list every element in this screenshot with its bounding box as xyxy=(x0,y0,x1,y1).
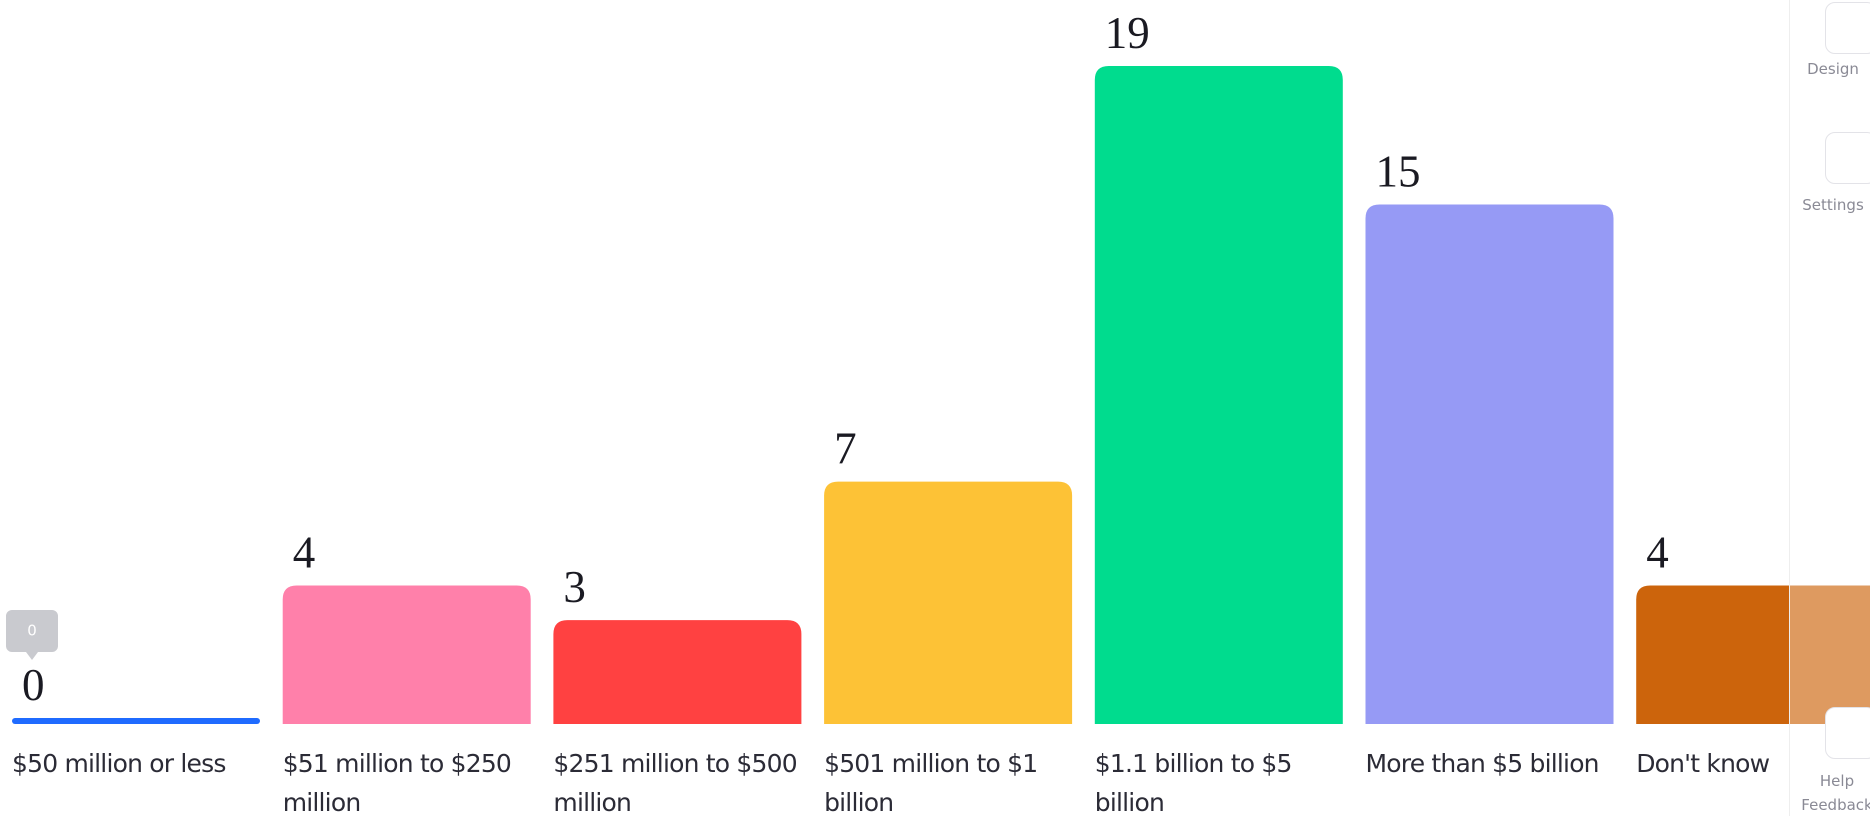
help-button[interactable] xyxy=(1825,707,1870,759)
bar xyxy=(824,481,1073,724)
sidebar-label[interactable]: Feedback xyxy=(1801,796,1870,814)
value-label: 3 xyxy=(563,562,586,612)
bar xyxy=(12,718,260,724)
category-label: $251 million to $500 million xyxy=(553,749,797,817)
sidebar: Design Settings Help Feedback xyxy=(1789,0,1870,816)
value-label: 0 xyxy=(22,660,45,710)
bar xyxy=(282,585,531,724)
category-label: $51 million to $250 million xyxy=(282,749,512,817)
tooltip-label: 0 xyxy=(27,622,37,640)
bar xyxy=(1094,66,1343,724)
value-label: 4 xyxy=(293,527,316,577)
value-label: 15 xyxy=(1376,147,1421,197)
design-button[interactable] xyxy=(1825,2,1870,54)
bar xyxy=(1636,585,1870,724)
sidebar-label[interactable]: Help xyxy=(1819,772,1855,790)
value-label: 19 xyxy=(1105,8,1150,58)
category-label: $501 million to $1 billion xyxy=(824,749,1038,817)
tooltip-badge xyxy=(6,610,58,660)
sidebar-label[interactable]: Design xyxy=(1807,60,1859,78)
value-label: 4 xyxy=(1646,527,1669,577)
bar xyxy=(1365,204,1614,725)
category-label: $50 million or less xyxy=(12,749,226,778)
category-label: More than $5 billion xyxy=(1365,749,1600,778)
category-label: $1.1 billion to $5 billion xyxy=(1094,749,1293,817)
value-label: 7 xyxy=(834,424,857,474)
settings-button[interactable] xyxy=(1825,132,1870,184)
category-label: Don't know xyxy=(1636,749,1770,778)
sidebar-label[interactable]: Settings xyxy=(1802,196,1864,214)
bar xyxy=(553,620,802,724)
